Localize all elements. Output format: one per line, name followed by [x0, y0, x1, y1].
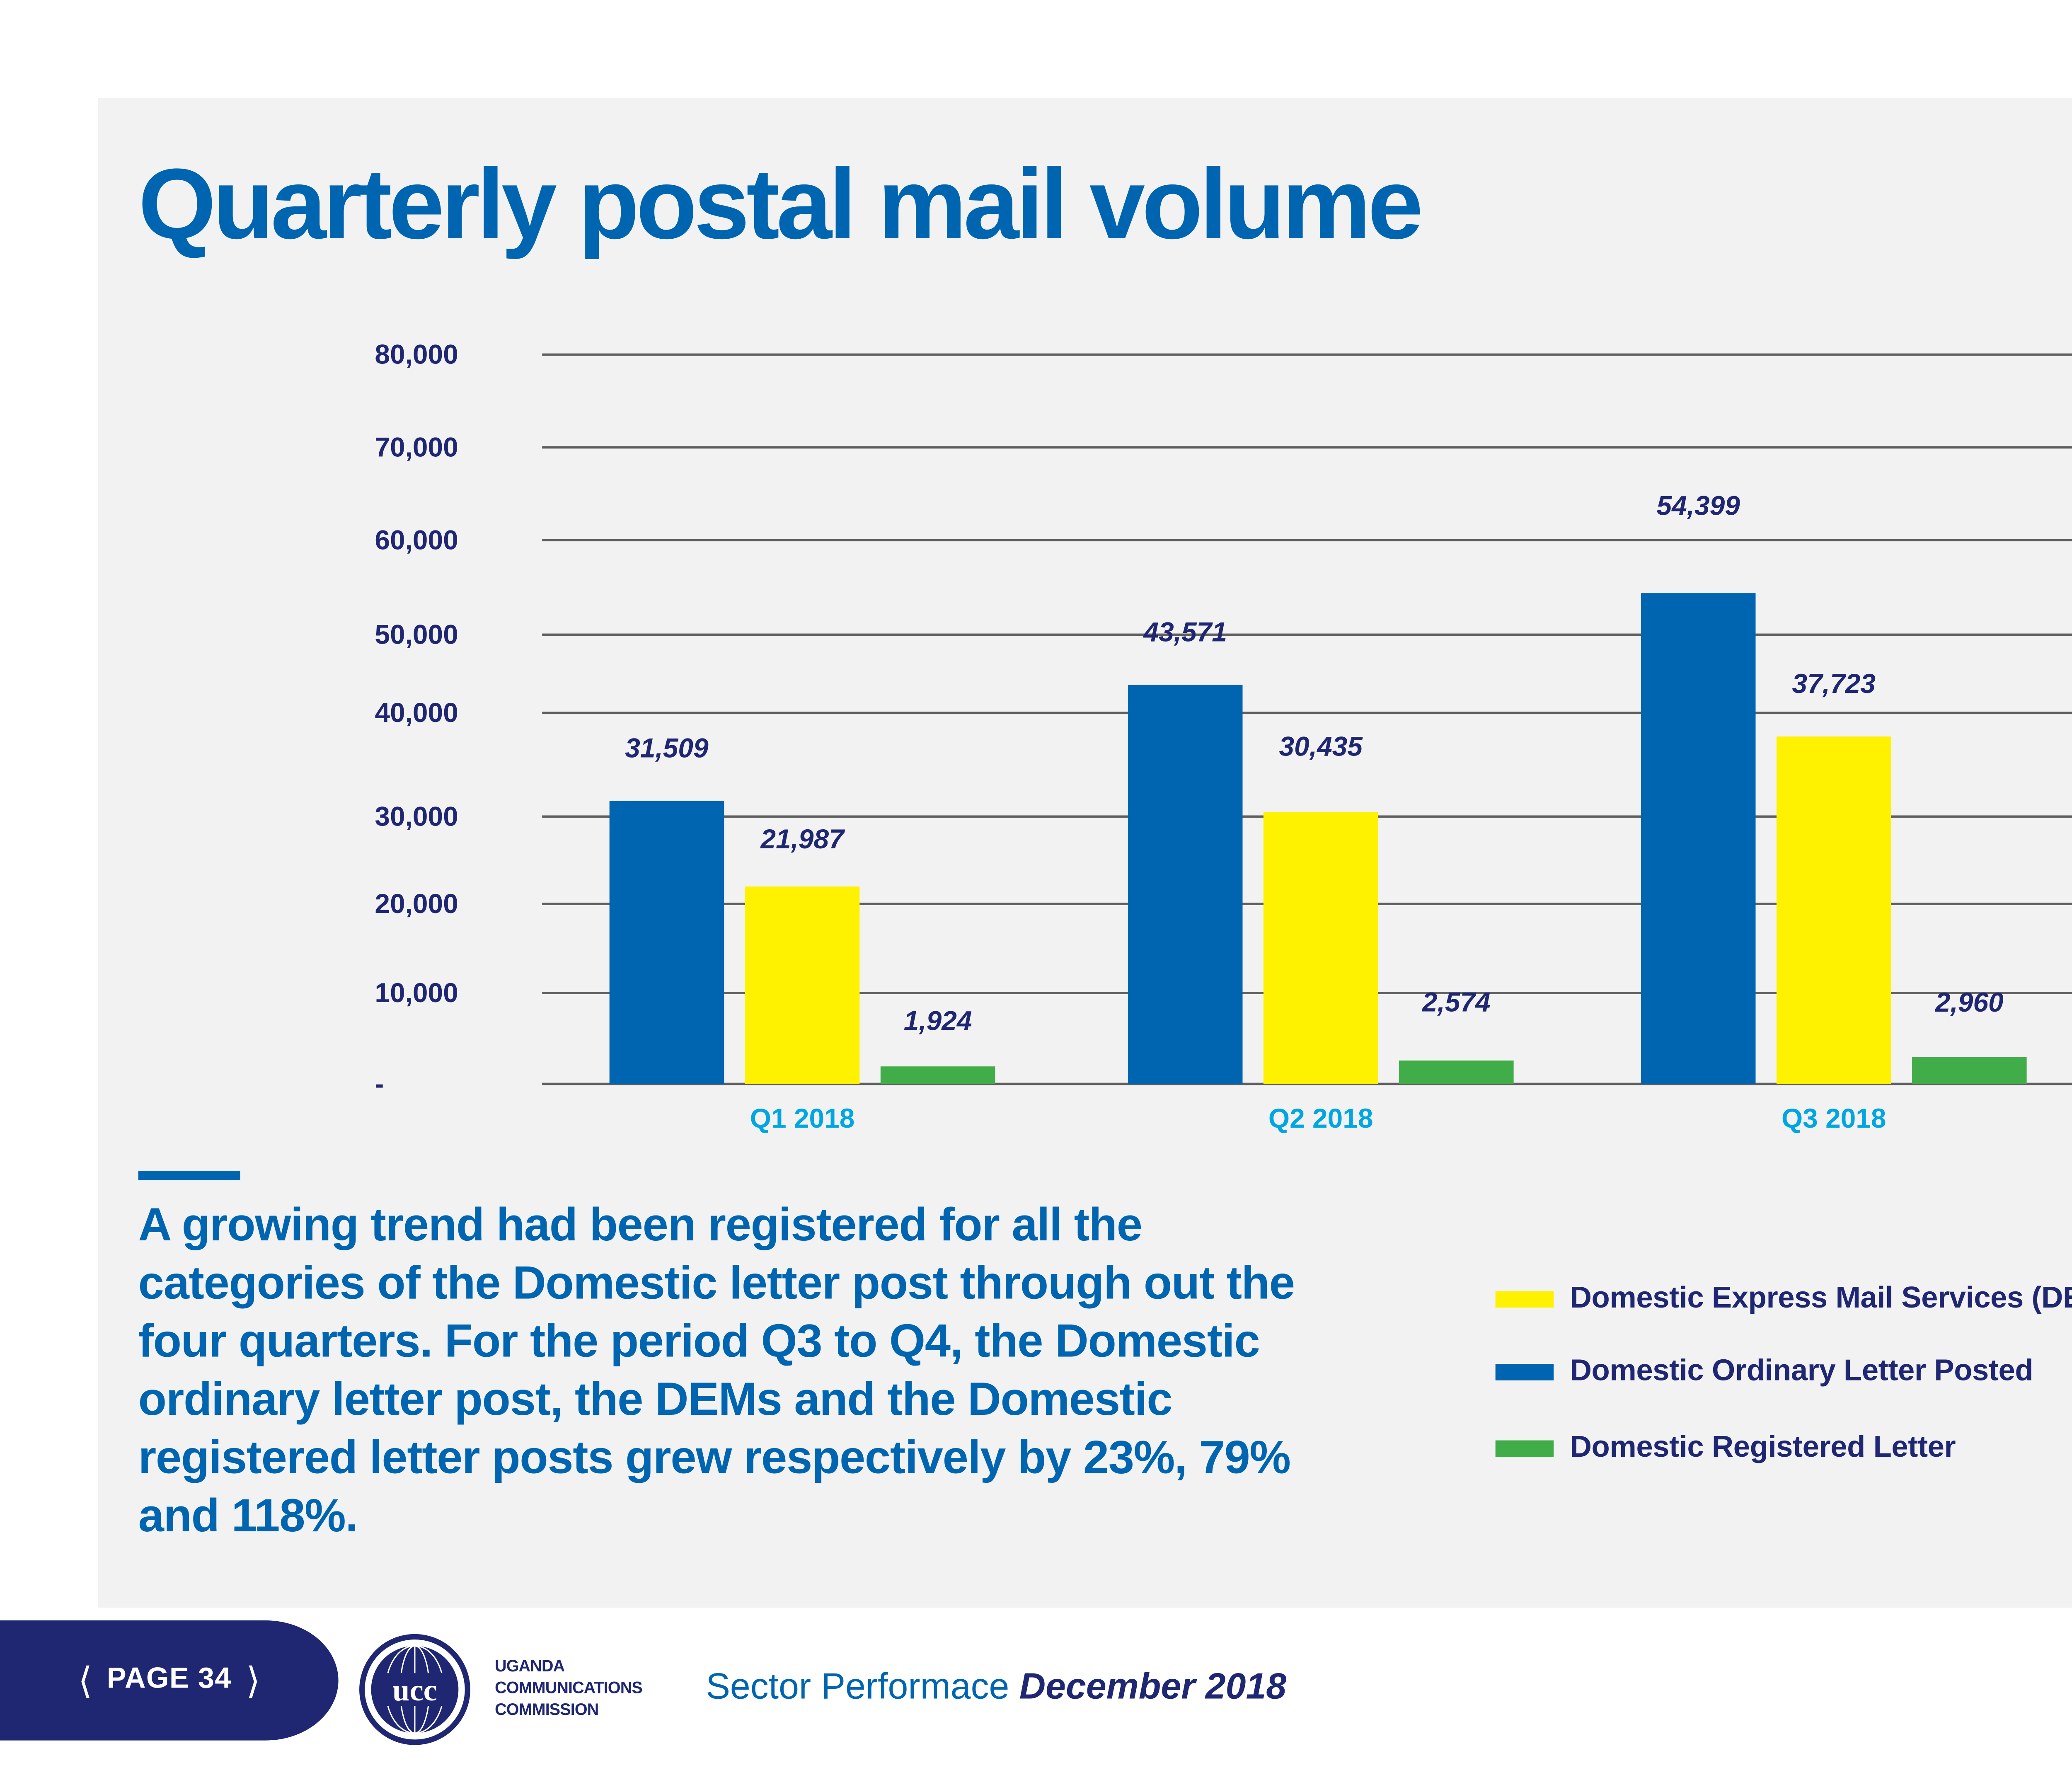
- bar-domestic-ordinary-letter-posted-q2-2018: [1128, 685, 1243, 1084]
- legend-item-ordinary: Domestic Ordinary Letter Posted: [1495, 1355, 2033, 1389]
- y-tick-label: 80,000: [375, 339, 458, 370]
- logo-text: ucc: [392, 1673, 437, 1707]
- org-name-line: COMMUNICATIONS: [495, 1678, 643, 1697]
- org-name-line: COMMISSION: [495, 1700, 599, 1719]
- page-navigator: ⟨ PAGE 34 ⟩: [0, 1620, 339, 1741]
- x-tick-label: Q2 2018: [1268, 1103, 1373, 1133]
- bar-domestic-ordinary-letter-posted-q1-2018: [609, 801, 724, 1084]
- legend-item-dems: Domestic Express Mail Services (DEMS): [1495, 1282, 2072, 1317]
- data-label: 30,435: [1279, 731, 1363, 761]
- data-label: 43,571: [1143, 617, 1227, 647]
- y-tick-label: 70,000: [375, 431, 458, 462]
- data-label: 2,574: [1421, 986, 1491, 1017]
- y-tick-label: 20,000: [375, 888, 458, 919]
- bar-domestic-express-mail-services-dems-q2-2018: [1263, 812, 1378, 1084]
- bar-domestic-express-mail-services-dems-q3-2018: [1776, 736, 1891, 1084]
- bar-domestic-registered-letter-q2-2018: [1399, 1060, 1514, 1084]
- bar-domestic-express-mail-services-dems-q1-2018: [745, 886, 860, 1084]
- legend-swatch-registered: [1495, 1440, 1554, 1457]
- bar-domestic-registered-letter-q3-2018: [1912, 1057, 2027, 1084]
- y-axis-ticks: - 10,000 20,000 30,000 40,000 50,000 60,000 70,…: [375, 339, 458, 1099]
- data-label: 31,509: [625, 732, 709, 763]
- legend-swatch-dems: [1495, 1291, 1554, 1308]
- chevron-right-icon[interactable]: ⟩: [246, 1661, 261, 1702]
- y-tick-label: 30,000: [375, 801, 458, 831]
- bar-domestic-ordinary-letter-posted-q3-2018: [1641, 593, 1756, 1084]
- x-tick-label: Q3 2018: [1782, 1103, 1886, 1133]
- legend-swatch-ordinary: [1495, 1364, 1554, 1380]
- y-tick-label: 50,000: [375, 619, 458, 649]
- data-label: 37,723: [1792, 668, 1876, 699]
- data-label: 2,960: [1934, 987, 2004, 1017]
- report-date: December 2018: [1019, 1668, 1287, 1708]
- section-name: Sector Performace: [706, 1668, 1009, 1708]
- chevron-left-icon[interactable]: ⟨: [78, 1661, 92, 1702]
- y-tick-label: 60,000: [375, 524, 458, 555]
- accent-divider: [138, 1171, 240, 1181]
- y-tick-label: -: [375, 1068, 384, 1099]
- data-label: 1,924: [904, 1005, 972, 1036]
- ucc-logo-icon: ucc: [359, 1634, 470, 1745]
- bars: [609, 593, 2027, 1084]
- data-labels: 31,509 21,987 1,924 43,571 30,435 2,574 54,399…: [625, 490, 2004, 1036]
- x-tick-label: Q1 2018: [750, 1103, 855, 1133]
- bar-domestic-registered-letter-q1-2018: [880, 1066, 995, 1084]
- legend-label-dems: Domestic Express Mail Services (DEMS): [1570, 1282, 2072, 1315]
- y-tick-label: 10,000: [375, 977, 458, 1008]
- data-label: 21,987: [760, 823, 845, 854]
- legend-item-registered: Domestic Registered Letter: [1495, 1431, 1956, 1466]
- footer-caption: Sector Performace December 2018: [706, 1668, 1286, 1710]
- org-name: UGANDA COMMUNICATIONS COMMISSION: [495, 1655, 643, 1720]
- summary-text: A growing trend had been registered for …: [138, 1200, 1295, 1543]
- y-tick-label: 40,000: [375, 697, 458, 728]
- data-label: 54,399: [1656, 490, 1740, 521]
- legend-label-registered: Domestic Registered Letter: [1570, 1431, 1956, 1464]
- page-title: Quarterly postal mail volume: [138, 147, 1423, 260]
- page-number: PAGE 34: [107, 1664, 232, 1695]
- legend-label-ordinary: Domestic Ordinary Letter Posted: [1570, 1355, 2033, 1388]
- org-name-line: UGANDA: [495, 1656, 565, 1675]
